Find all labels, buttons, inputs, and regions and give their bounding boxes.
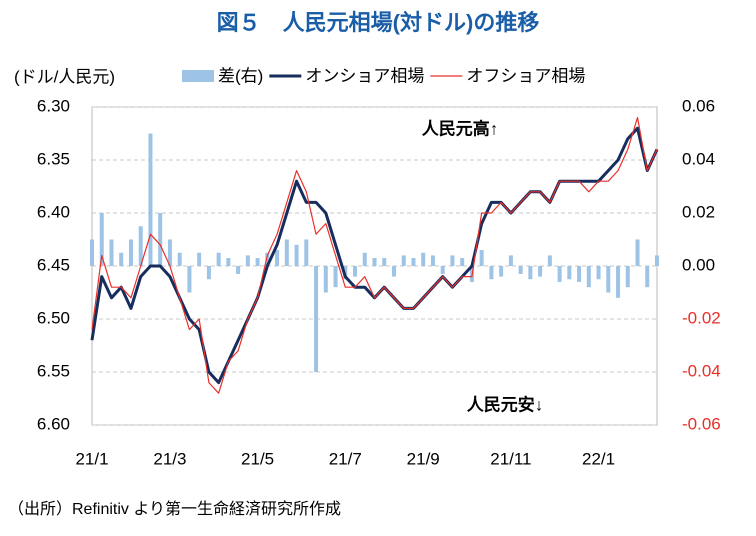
bar <box>109 239 114 266</box>
bar <box>353 266 358 277</box>
bar <box>460 258 465 266</box>
y-tick-label: 6.40 <box>37 202 70 221</box>
bar <box>645 266 650 288</box>
bar <box>489 266 494 280</box>
bar <box>294 244 299 266</box>
bar <box>333 266 338 288</box>
bar <box>547 255 552 266</box>
bar <box>567 266 572 280</box>
annotation: 人民元安↓ <box>467 394 544 414</box>
bar <box>167 239 172 266</box>
bar <box>216 252 221 266</box>
bar <box>557 266 562 282</box>
bar <box>245 255 250 266</box>
bar <box>401 255 406 266</box>
bar <box>187 266 192 293</box>
y2-tick-label: 0.06 <box>682 96 715 115</box>
bar <box>304 239 309 266</box>
source-note: （出所）Refinitiv より第一生命経済研究所作成 <box>8 500 341 518</box>
bar <box>518 266 523 274</box>
line <box>91 117 658 394</box>
line <box>90 126 659 385</box>
bar <box>586 266 591 288</box>
bar <box>177 252 182 266</box>
y2-tick-label: 0.00 <box>682 255 715 274</box>
chart-title: 図５ 人民元相場(対ドル)の推移 <box>217 10 540 35</box>
bar <box>421 252 426 266</box>
bar <box>411 258 416 266</box>
bar <box>362 252 367 266</box>
bar <box>255 258 260 266</box>
y-tick-label: 6.55 <box>37 361 70 380</box>
y2-tick-label: -0.06 <box>682 414 721 433</box>
x-tick-label: 21/7 <box>329 449 362 468</box>
bar <box>528 266 533 280</box>
y-tick-label: 6.50 <box>37 308 70 327</box>
x-tick-label: 21/3 <box>153 449 186 468</box>
bar <box>655 255 659 266</box>
bar <box>440 266 445 274</box>
bar <box>538 266 543 277</box>
y-tick-label: 6.35 <box>37 149 70 168</box>
bar <box>128 239 133 266</box>
bar <box>479 250 484 266</box>
bar <box>577 266 582 282</box>
y-tick-label: 6.60 <box>37 414 70 433</box>
bar <box>226 258 231 266</box>
bar <box>323 266 328 293</box>
bar <box>284 239 289 266</box>
bar <box>119 252 124 266</box>
y2-tick-label: -0.02 <box>682 308 721 327</box>
bar <box>148 133 153 266</box>
bar <box>236 266 241 274</box>
legend-label: オンショア相場 <box>305 66 424 85</box>
bar <box>90 239 94 266</box>
y2-tick-label: 0.04 <box>682 149 715 168</box>
bar <box>265 252 270 266</box>
bar <box>391 266 396 277</box>
bar <box>158 213 163 266</box>
y-tick-label: 6.45 <box>37 255 70 274</box>
bar <box>372 258 377 266</box>
y-axis-label: (ドル/人民元) <box>14 67 115 86</box>
x-tick-label: 21/9 <box>407 449 440 468</box>
bar <box>382 258 387 266</box>
x-tick-label: 21/1 <box>75 449 108 468</box>
bar <box>635 239 640 266</box>
bar <box>625 266 630 288</box>
y-tick-label: 6.30 <box>37 96 70 115</box>
bar <box>99 213 104 266</box>
bar <box>197 252 202 266</box>
bar <box>616 266 621 298</box>
legend-label: 差(右) <box>218 66 263 85</box>
bar <box>606 266 611 293</box>
y2-tick-label: 0.02 <box>682 202 715 221</box>
bar <box>430 255 435 266</box>
x-tick-label: 21/11 <box>490 449 531 468</box>
bar <box>499 266 504 277</box>
y2-tick-label: -0.04 <box>682 361 721 380</box>
bar <box>508 255 513 266</box>
bar <box>206 266 211 280</box>
legend-swatch <box>182 70 214 82</box>
bar <box>450 255 455 266</box>
x-tick-label: 22/1 <box>582 449 615 468</box>
legend-label: オフショア相場 <box>466 66 585 85</box>
annotation: 人民元高↑ <box>422 118 499 138</box>
bar <box>275 250 280 266</box>
x-tick-label: 21/5 <box>241 449 274 468</box>
bar <box>596 266 601 280</box>
bar <box>138 226 143 266</box>
bar <box>314 266 319 372</box>
